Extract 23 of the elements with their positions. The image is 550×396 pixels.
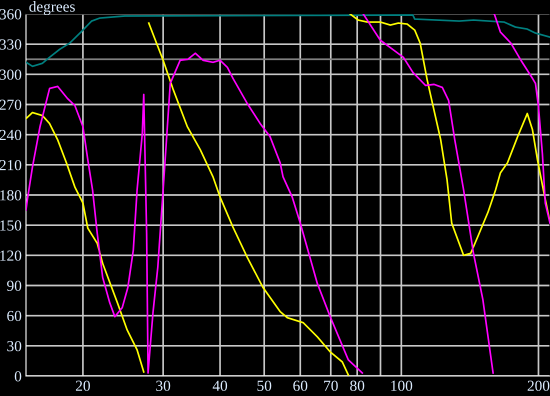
y-tick-label: 270 (0, 100, 22, 110)
y-axis-title: degrees (29, 1, 75, 15)
y-tick-label: 210 (0, 160, 22, 170)
y-tick-label: 240 (0, 130, 22, 140)
x-tick-label: 20 (76, 380, 90, 391)
x-tick-label: 40 (212, 380, 228, 391)
y-tick-label: 0 (14, 371, 22, 382)
y-tick-label: 120 (0, 250, 22, 261)
x-tick-label: 50 (257, 380, 272, 391)
y-tick-label: 330 (0, 39, 22, 50)
x-tick-label: 30 (156, 380, 170, 391)
x-tick-label: 200 (528, 380, 550, 391)
x-tick-label: 60 (293, 380, 308, 391)
y-tick-label: 90 (7, 280, 22, 291)
y-tick-label: 60 (7, 310, 22, 322)
y-tick-label: 360 (0, 9, 22, 20)
y-tick-label: 180 (0, 190, 22, 200)
x-tick-label: 100 (391, 380, 412, 391)
x-tick-label: 70 (324, 380, 338, 391)
y-tick-label: 30 (7, 340, 22, 352)
y-tick-label: 300 (0, 69, 22, 80)
x-tick-label: 80 (350, 380, 364, 391)
y-tick-label: 150 (0, 220, 22, 231)
